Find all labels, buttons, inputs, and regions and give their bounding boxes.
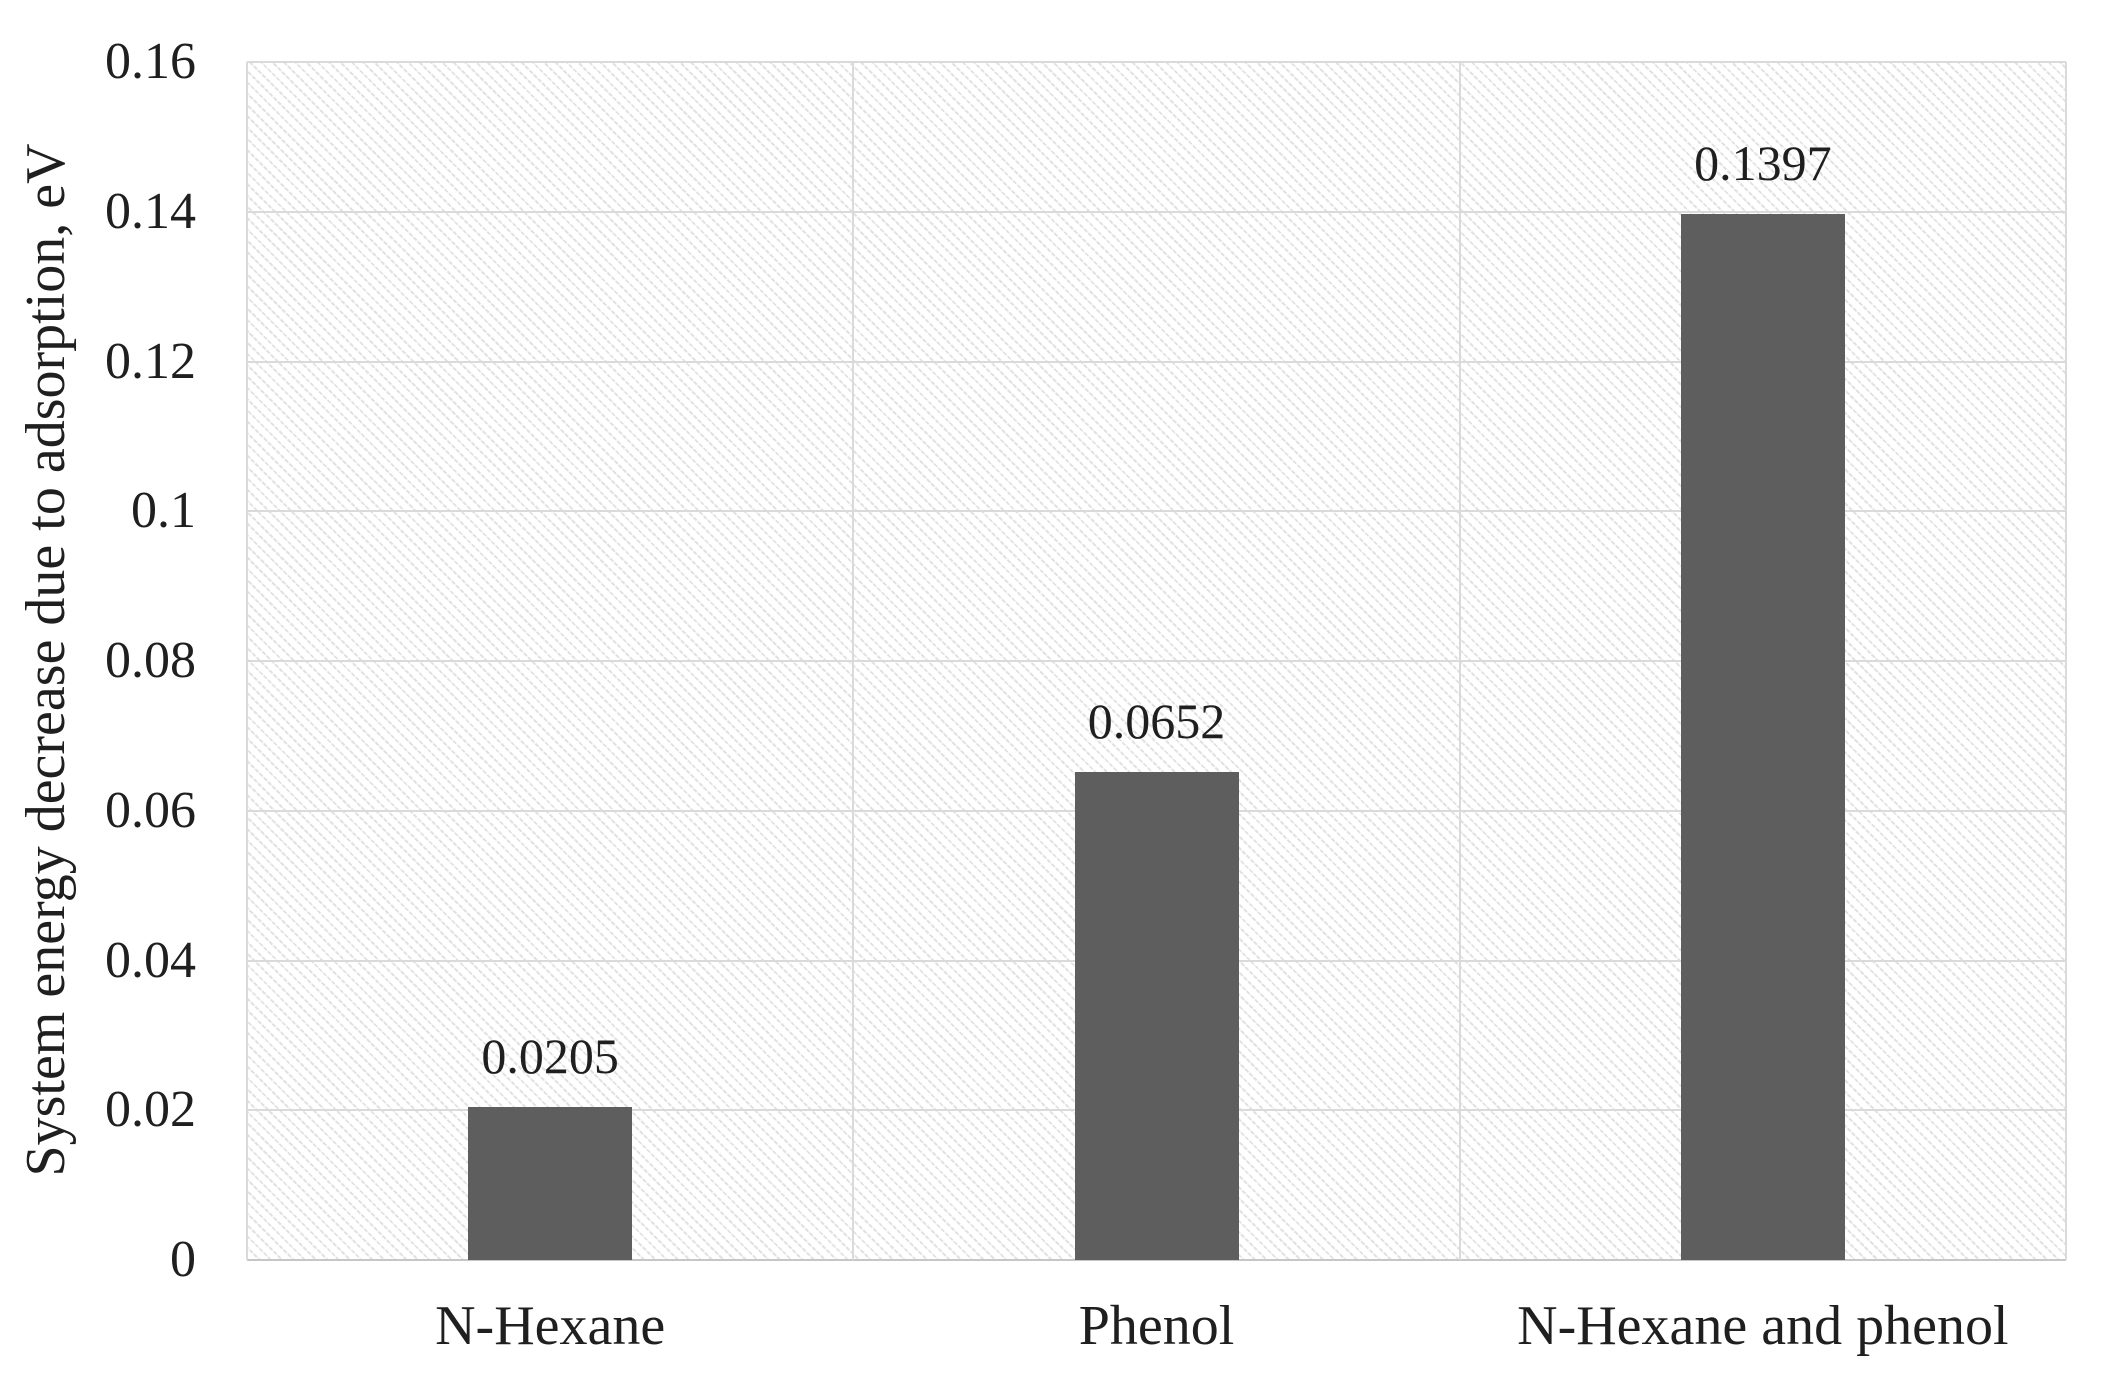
y-tick-label: 0.02 [105,1081,196,1139]
bar-n-hexane-and-phenol [1680,214,1845,1260]
v-gridline [2065,62,2067,1260]
plot-area: 0.0205 0.0652 0.1397 [246,61,2067,1261]
y-tick-label: 0.12 [105,332,196,390]
y-axis-ticks: 0 0.02 0.04 0.06 0.08 0.1 0.12 0.14 0.16 [0,36,196,1286]
v-gridline [246,62,248,1260]
h-gridline [247,210,2066,213]
bar-n-hexane [468,1106,633,1260]
x-category-label-n-hexane: N-Hexane [435,1295,666,1357]
h-gridline [247,660,2066,662]
v-gridline [852,62,855,1260]
y-tick-label: 0.04 [105,931,196,989]
x-category-label-n-hexane-and-phenol: N-Hexane and phenol [1517,1295,2009,1357]
h-gridline [247,61,2066,63]
bar-phenol [1074,771,1239,1260]
y-tick-label: 0.1 [131,482,196,540]
x-axis-line [247,1259,2066,1261]
bar-value-label: 0.0205 [481,1027,619,1084]
y-tick-label: 0.16 [105,33,196,90]
y-tick-label: 0.14 [105,182,196,240]
y-tick-label: 0.08 [105,632,196,689]
y-tick-label: 0.06 [105,781,196,839]
bar-value-label: 0.0652 [1087,692,1226,749]
bar-value-label: 0.1397 [1694,135,1832,191]
h-gridline [247,360,2066,363]
v-gridline [1458,62,1461,1260]
x-category-label-phenol: Phenol [1078,1295,1235,1357]
y-tick-label: 0 [170,1231,196,1288]
h-gridline [247,510,2066,513]
x-axis-labels: N-Hexane Phenol N-Hexane and phenol [247,1298,2066,1378]
